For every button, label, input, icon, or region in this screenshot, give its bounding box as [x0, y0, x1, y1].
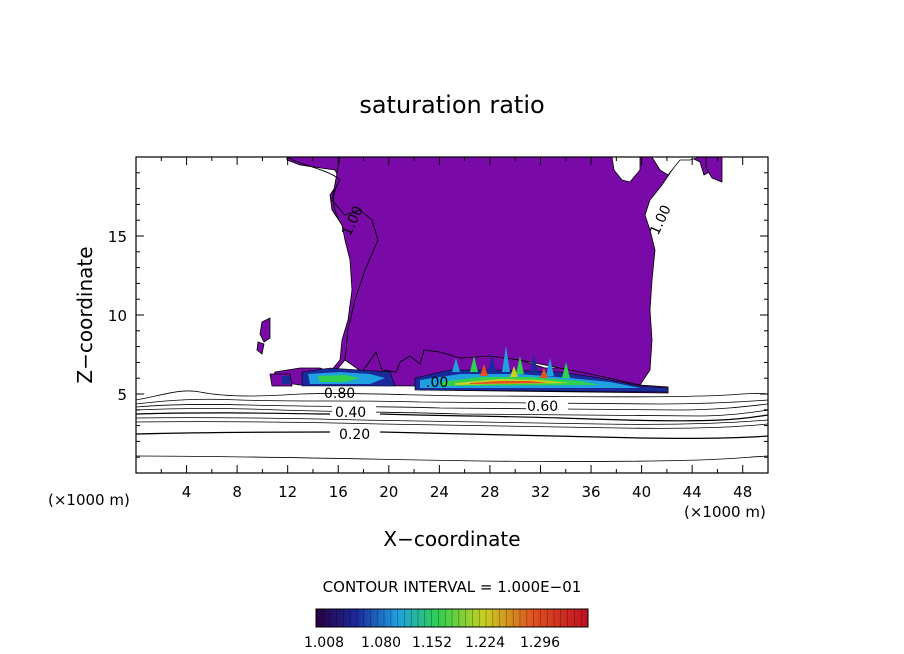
x-unit-right: (×1000 m)	[684, 503, 766, 521]
contour-label: 1.00	[647, 203, 675, 238]
contour-interval-note: CONTOUR INTERVAL = 1.000E−01	[323, 578, 582, 596]
x-tick-label: 36	[581, 483, 600, 501]
colorbar-label: 1.152	[412, 635, 452, 651]
y-axis: 5 10 15	[108, 172, 768, 458]
chart-title: saturation ratio	[359, 91, 544, 119]
colorbar-label: 1.080	[361, 635, 401, 651]
x-tick-label: 16	[329, 483, 348, 501]
contour-lines	[136, 157, 768, 462]
x-tick-label: 20	[379, 483, 398, 501]
colorbar-fill	[315, 608, 589, 628]
cloud-hole	[611, 157, 641, 183]
contour-label: .00	[426, 375, 448, 391]
cloud-hole	[651, 157, 701, 176]
x-tick-label: 28	[480, 483, 499, 501]
plot-area: 1.00 1.00 0.80 0.40 0.20 0.60 .00	[136, 157, 768, 462]
cloud-patch	[705, 157, 723, 183]
cloud-patch	[256, 341, 265, 355]
y-tick-label: 10	[108, 307, 127, 325]
colorbar-labels: 1.008 1.080 1.152 1.224 1.296	[304, 635, 560, 651]
y-axis-label: Z−coordinate	[73, 246, 97, 383]
contour-label: 0.60	[527, 399, 558, 415]
x-tick-label: 48	[733, 483, 752, 501]
colorbar-label: 1.296	[520, 635, 560, 651]
colorbar-label: 1.008	[304, 635, 344, 651]
x-axis-label: X−coordinate	[383, 527, 520, 551]
colorbar-label: 1.224	[465, 635, 505, 651]
y-tick-label: 15	[108, 228, 127, 246]
x-axis: 4 8 12 16 20 24 28 32 36 40 44 48	[160, 157, 752, 501]
x-tick-label: 8	[232, 483, 242, 501]
supersaturation-band-left	[282, 367, 396, 387]
contour-label: 0.20	[339, 427, 370, 443]
x-unit-left: (×1000 m)	[48, 491, 130, 509]
contour-label: 0.80	[324, 386, 355, 402]
contour-label: 0.40	[335, 405, 366, 421]
x-tick-label: 24	[430, 483, 449, 501]
x-tick-label: 44	[683, 483, 702, 501]
x-tick-label: 32	[531, 483, 550, 501]
x-tick-label: 4	[182, 483, 192, 501]
x-tick-label: 12	[278, 483, 297, 501]
supersaturation-band-right	[414, 346, 669, 393]
colorbar-segments	[322, 609, 582, 627]
cloud-upper	[331, 157, 717, 386]
colorbar: 1.008 1.080 1.152 1.224 1.296	[304, 608, 589, 651]
cloud-patch	[259, 317, 271, 343]
x-tick-label: 40	[632, 483, 651, 501]
y-tick-label: 5	[117, 386, 127, 404]
